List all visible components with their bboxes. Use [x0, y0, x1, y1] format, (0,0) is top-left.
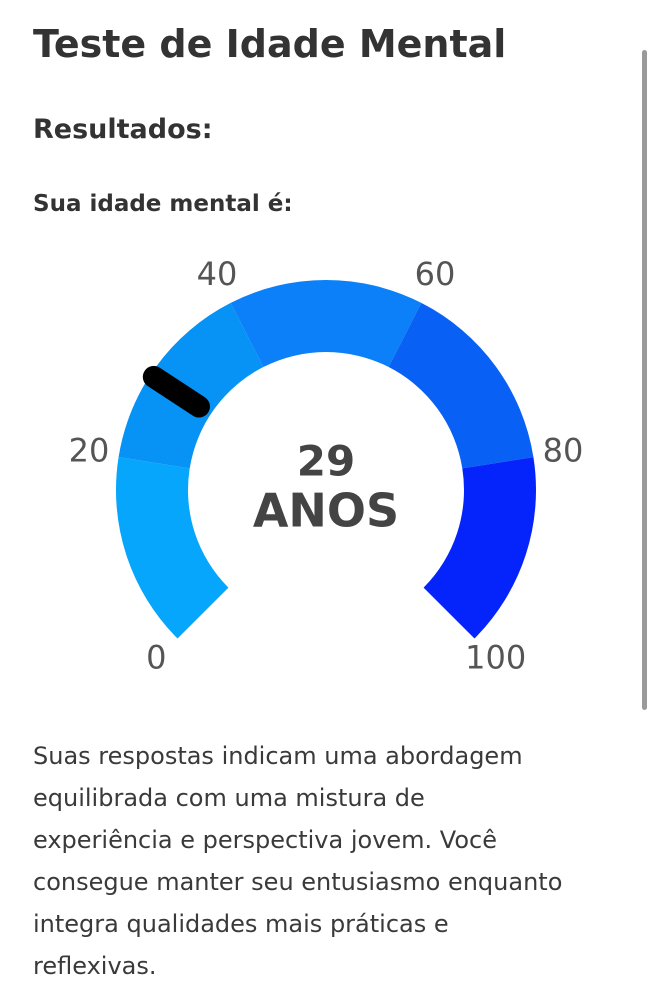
- gauge-band: [388, 302, 534, 469]
- gauge-tick-label: 40: [197, 255, 238, 293]
- gauge-tick-label: 60: [415, 255, 456, 293]
- gauge-band: [116, 457, 229, 639]
- gauge-band: [423, 457, 536, 639]
- gauge-tick-label: 100: [465, 639, 526, 677]
- description-line: reflexivas.: [33, 952, 157, 980]
- description-line: Suas respostas indicam uma abordagem: [33, 742, 523, 770]
- gauge-unit: ANOS: [253, 484, 399, 538]
- gauge-band: [118, 302, 264, 469]
- results-heading: Resultados:: [33, 114, 213, 145]
- description-line: integra qualidades mais práticas e: [33, 910, 449, 938]
- description: Suas respostas indicam uma abordagem equi…: [33, 735, 562, 987]
- gauge-tick-label: 80: [543, 431, 584, 469]
- scrollbar[interactable]: [642, 50, 647, 710]
- gauge-tick-label: 20: [69, 431, 110, 469]
- page-title: Teste de Idade Mental: [33, 22, 507, 66]
- gauge-tick-label: 0: [146, 639, 166, 677]
- gauge-needle: [142, 365, 210, 418]
- description-line: equilibrada com uma mistura de: [33, 784, 425, 812]
- result-label: Sua idade mental é:: [33, 191, 293, 217]
- description-line: consegue manter seu entusiasmo enquanto: [33, 868, 563, 896]
- description-line: experiência e perspectiva jovem. Você: [33, 826, 497, 854]
- gauge-band: [230, 280, 422, 368]
- gauge-value: 29: [297, 437, 355, 486]
